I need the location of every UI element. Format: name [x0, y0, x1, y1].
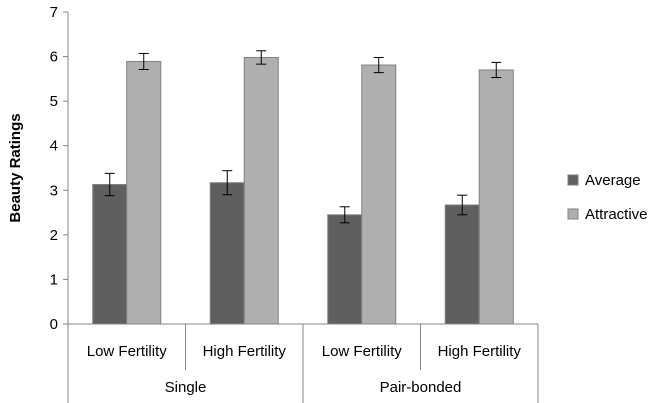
y-tick-label: 3 [50, 182, 58, 199]
legend-swatch-average [567, 174, 579, 186]
y-tick-label: 2 [50, 227, 58, 244]
legend: Average Attractive [567, 172, 648, 223]
y-tick-label: 5 [50, 93, 58, 110]
y-tick-label: 1 [50, 271, 58, 288]
bars [92, 50, 514, 325]
legend-swatch-attractive [567, 208, 579, 220]
x-category-label: High Fertility [203, 343, 287, 360]
x-axis: Low Fertility High Fertility Low Fertility… [67, 323, 539, 403]
bar-attractive-3 [361, 64, 397, 325]
y-tick-label: 7 [50, 4, 58, 21]
bar-attractive-2 [243, 56, 279, 325]
bar-attractive-1 [126, 60, 162, 325]
x-group-label: Single [165, 379, 207, 396]
bar-average-1 [92, 183, 128, 325]
y-axis-label: Beauty Ratings [7, 113, 24, 222]
y-axis: 0 1 2 3 4 5 6 7 [50, 4, 69, 333]
x-group-label: Pair-bonded [380, 379, 462, 396]
bar-average-4 [444, 204, 480, 325]
legend-label-attractive: Attractive [585, 206, 648, 223]
y-tick-label: 6 [50, 49, 58, 66]
bar-average-2 [209, 182, 245, 325]
bar-attractive-4 [478, 69, 514, 325]
y-tick-label: 4 [50, 138, 58, 155]
x-category-label: Low Fertility [87, 343, 168, 360]
y-tick-label: 0 [50, 316, 58, 333]
legend-label-average: Average [585, 172, 641, 189]
x-category-label: High Fertility [438, 343, 522, 360]
x-category-label: Low Fertility [322, 343, 403, 360]
bar-average-3 [327, 214, 363, 325]
